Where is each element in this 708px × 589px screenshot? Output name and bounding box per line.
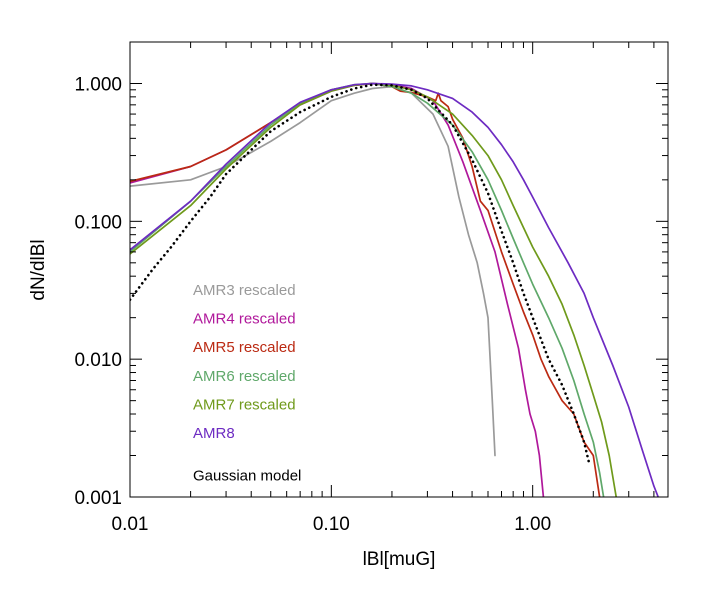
- series-line-amr7-rescaled: [130, 82, 618, 497]
- x-axis-title: lBl[muG]: [363, 549, 436, 570]
- plot-frame: [129, 41, 669, 498]
- legend-entry-amr7-rescaled: AMR7 rescaled: [193, 396, 296, 413]
- x-tick-label: 1.00: [514, 514, 551, 535]
- legend-entry-amr5-rescaled: AMR5 rescaled: [193, 339, 296, 356]
- x-tick-label: 0.01: [112, 514, 149, 535]
- y-tick-label: 1.000: [74, 74, 122, 95]
- series-line-gaussian-model: [130, 83, 591, 464]
- legend-entry-amr8: AMR8: [193, 425, 235, 442]
- y-tick-label: 0.001: [74, 488, 122, 509]
- x-tick-label: 0.10: [313, 514, 350, 535]
- legend-entry-amr4-rescaled: AMR4 rescaled: [193, 311, 296, 328]
- y-axis-title: dN/dlBl: [28, 239, 49, 300]
- legend-entry-amr3-rescaled: AMR3 rescaled: [193, 282, 296, 299]
- legend-entry-amr6-rescaled: AMR6 rescaled: [193, 368, 296, 385]
- series-line-amr8: [130, 82, 660, 497]
- axis-ticks: 0.01 0.10 1.00 0.001 0.010 0.100 1.000: [74, 41, 668, 535]
- y-tick-label: 0.010: [74, 350, 122, 371]
- legend-entry-gaussian-model: Gaussian model: [193, 468, 301, 485]
- legend: AMR3 rescaled AMR4 rescaled AMR5 rescaled A…: [193, 282, 301, 485]
- y-tick-label: 0.100: [74, 212, 122, 233]
- plot-lines: [130, 82, 660, 497]
